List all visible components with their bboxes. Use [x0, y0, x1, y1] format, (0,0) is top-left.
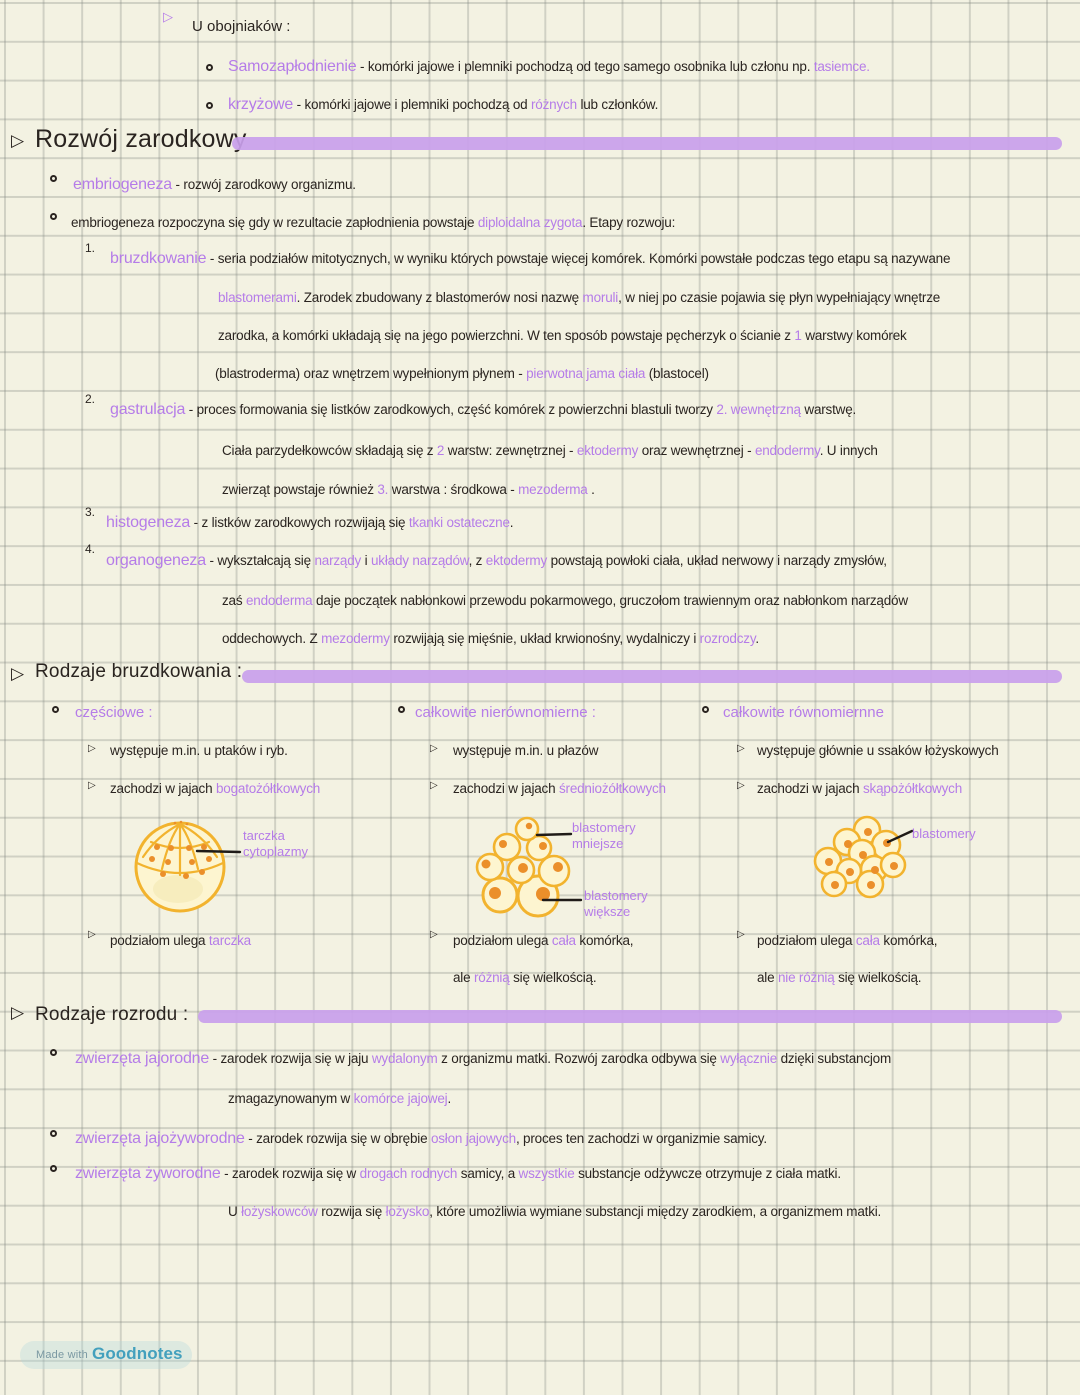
circle-bullet-icon — [206, 102, 213, 109]
list-number: 3. — [85, 505, 96, 519]
note-line: zwierzęta jajożyworodne - zarodek rozwij… — [75, 1130, 767, 1147]
note-line: krzyżowe - komórki jajowe i plemniki poc… — [228, 96, 659, 113]
circle-bullet-icon — [50, 175, 57, 182]
section-title: Rodzaje bruzdkowania : — [35, 661, 243, 682]
circle-bullet-icon — [50, 1130, 57, 1137]
column-label: całkowite nierównomierne : — [415, 704, 596, 721]
note-line: podziałom ulega cała komórka, — [757, 933, 938, 948]
column-label: częściowe : — [75, 704, 153, 721]
note-line: zwierzęta żyworodne - zarodek rozwija si… — [75, 1165, 841, 1182]
note-line: Samozapłodnienie - komórki jajowe i plem… — [228, 58, 870, 75]
circle-bullet-icon — [398, 706, 405, 713]
note-line: embriogeneza rozpoczyna się gdy w rezult… — [71, 215, 676, 230]
note-line: zachodzi w jajach skąpożółtkowych — [757, 781, 963, 796]
highlighter-bar — [242, 670, 1062, 683]
label-pointer-line — [886, 829, 914, 844]
note-line: zarodka, a komórki układają się na jego … — [218, 328, 907, 343]
partial-cleavage-diagram — [134, 820, 242, 913]
note-line: zaś endoderma daje początek nabłonkowi p… — [222, 593, 908, 608]
diagram-label: cytoplazmy — [243, 844, 309, 859]
triangle-bullet-icon: ▷ — [88, 929, 96, 940]
list-number: 2. — [85, 392, 96, 406]
note-line: zmagazynowanym w komórce jajowej. — [228, 1091, 452, 1106]
triangle-bullet-icon: ▷ — [737, 780, 745, 791]
badge-made-with-label: Made with — [36, 1349, 88, 1361]
diagram-label: tarczka — [243, 828, 285, 843]
note-line: (blastroderma) oraz wnętrzem wypełnionym… — [215, 366, 709, 381]
highlighter-bar — [198, 1010, 1062, 1023]
circle-bullet-icon — [52, 706, 59, 713]
diagram-label: blastomery — [912, 826, 976, 841]
note-line: embriogeneza - rozwój zarodkowy organizm… — [73, 176, 356, 193]
note-line: występuje m.in. u płazów — [453, 743, 599, 758]
note-line: występuje głównie u ssaków łożyskowych — [757, 743, 999, 758]
triangle-bullet-icon: ▷ — [430, 743, 438, 754]
unequal-cleavage-diagram — [475, 816, 583, 918]
diagram-label: mniejsze — [572, 836, 624, 851]
label-pointer-line — [195, 849, 242, 854]
triangle-bullet-icon: ▷ — [737, 743, 745, 754]
section-title: Rozwój zarodkowy — [35, 125, 247, 153]
triangle-bullet-icon: ▷ — [163, 9, 173, 24]
circle-bullet-icon — [206, 64, 213, 71]
note-line: blastomerami. Zarodek zbudowany z blasto… — [218, 290, 941, 305]
triangle-bullet-icon: ▷ — [430, 929, 438, 940]
goodnotes-badge[interactable] — [20, 1341, 192, 1369]
badge-app-name: Goodnotes — [92, 1344, 183, 1363]
note-line: podziałom ulega tarczka — [110, 933, 251, 948]
intro-heading: U obojniaków : — [192, 18, 291, 35]
note-line: Ciała parzydełkowców składają się z 2 wa… — [222, 443, 878, 458]
circle-bullet-icon — [50, 1165, 57, 1172]
triangle-bullet-icon: ▷ — [430, 780, 438, 791]
note-line: organogeneza - wykształcają się narządy … — [106, 552, 887, 569]
triangle-bullet-icon: ▷ — [88, 780, 96, 791]
list-number: 4. — [85, 542, 96, 556]
note-line: występuje m.in. u ptaków i ryb. — [110, 743, 288, 758]
column-label: całkowite równomiernne — [723, 704, 884, 721]
note-line: zwierzęta jajorodne - zarodek rozwija si… — [75, 1050, 892, 1067]
triangle-bullet-icon: ▷ — [11, 1003, 25, 1022]
note-line: gastrulacja - proces formowania się list… — [110, 401, 857, 418]
section-title: Rodzaje rozrodu : — [35, 1004, 189, 1025]
diagram-label: blastomery — [572, 820, 636, 835]
diagram-label: blastomery — [584, 888, 648, 903]
label-pointer-line — [535, 832, 573, 837]
note-line: zachodzi w jajach średniożółtkowych — [453, 781, 666, 796]
note-line: U łożyskowców rozwija się łożysko, które… — [228, 1204, 882, 1219]
circle-bullet-icon — [50, 1049, 57, 1056]
highlighter-bar — [232, 137, 1062, 150]
note-line: ale różnią się wielkością. — [453, 970, 597, 985]
note-line: podziałom ulega cała komórka, — [453, 933, 634, 948]
note-line: bruzdkowanie - seria podziałów mitotyczn… — [110, 250, 951, 267]
diagram-label: większe — [584, 904, 631, 919]
circle-bullet-icon — [702, 706, 709, 713]
triangle-bullet-icon: ▷ — [737, 929, 745, 940]
triangle-bullet-icon: ▷ — [11, 131, 25, 150]
equal-cleavage-diagram — [813, 815, 914, 899]
triangle-bullet-icon: ▷ — [88, 743, 96, 754]
note-line: zwierząt powstaje również 3. warstwa : ś… — [222, 482, 595, 497]
triangle-bullet-icon: ▷ — [11, 664, 25, 683]
note-line: oddechowych. Z mezodermy rozwijają się m… — [222, 631, 759, 646]
note-line: ale nie różnią się wielkością. — [757, 970, 922, 985]
circle-bullet-icon — [50, 213, 57, 220]
note-line: zachodzi w jajach bogatożółtkowych — [110, 781, 321, 796]
note-line: histogeneza - z listków zarodkowych rozw… — [106, 514, 514, 531]
list-number: 1. — [85, 241, 96, 255]
